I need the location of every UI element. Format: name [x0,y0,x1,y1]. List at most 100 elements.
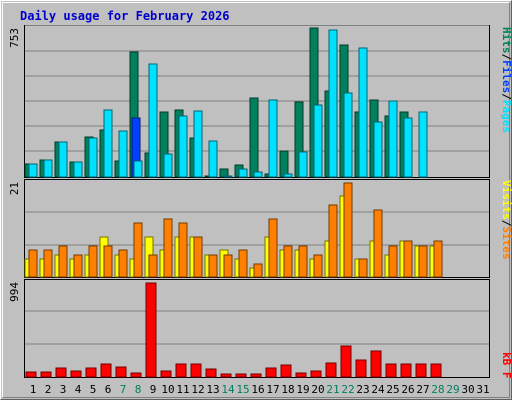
legend-pages: Pages [500,100,512,133]
kbf-bar [70,370,82,378]
visits-bar [178,222,188,278]
kbf-bar [100,363,112,378]
kbf-max-label: 994 [8,282,21,302]
kbf-bar [415,363,427,378]
visits-bar [28,249,38,278]
pages-bar [88,137,98,178]
kbf-bar [160,370,172,378]
pages-bar [163,153,173,178]
pages-bar [268,99,278,178]
visits-bar [88,245,98,278]
visits-bar [163,218,173,278]
legend-separator: / [500,54,512,61]
visits-bar [103,245,113,278]
pages-bar [118,130,128,178]
day-label: 18 [281,383,294,396]
kbf-bar [430,363,442,378]
visits-legend: Visits/Sites [500,180,512,260]
kbf-bar [280,364,292,378]
visits-bar [358,258,368,278]
pages-bar [418,111,428,178]
pages-bar [148,63,158,178]
kbf-bar [265,367,277,378]
pages-bar [388,100,398,178]
legend-hits: Hits [500,27,512,54]
day-label: 3 [60,383,67,396]
visits-bar [253,263,263,278]
visits-bar [313,254,323,278]
kbf-bar [220,373,232,378]
day-label: 29 [446,383,459,396]
kbf-bar [205,368,217,378]
day-label: 12 [191,383,204,396]
day-label: 30 [461,383,474,396]
frame-inner-shadow [2,2,510,398]
legend-separator: / [500,93,512,100]
kbf-bar [400,363,412,378]
pages-bar [28,163,38,178]
hits-bar [249,97,259,178]
pages-bar [178,115,188,178]
day-label: 9 [150,383,157,396]
visits-bar [43,249,53,278]
hits-legend: Hits/Files/Pages [500,27,512,133]
visits-bar [133,222,143,278]
pages-bar [73,161,83,178]
day-label: 27 [416,383,429,396]
legend-separator: / [500,220,512,227]
kbf-bar [85,367,97,378]
day-label: 24 [371,383,385,396]
day-label: 11 [176,383,189,396]
frame-inner-highlight [2,2,510,398]
day-label: 22 [341,383,354,396]
pages-bar [328,29,338,178]
pages-bar [43,159,53,178]
kbf-bar [145,282,157,378]
day-label: 19 [296,383,309,396]
day-axis-labels: 1 2 3 4 5 6 7 8 9 10 11 12 13 14 15 16 17 18 19 20 21 22 23 24 2… [30,383,490,396]
legend-files: Files [500,60,512,93]
pages-bar [343,92,353,178]
legend-sites: Sites [500,226,512,259]
day-label: 8 [135,383,142,396]
visits-bar [418,245,428,278]
kbf-panel-frame [24,279,490,378]
visits-bar [238,249,248,278]
pages-bar [223,175,233,178]
kbf-bar [310,370,322,378]
day-label: 2 [45,383,52,396]
visits-bar [223,254,233,278]
pages-bar [373,121,383,178]
kbf-bar [250,373,262,378]
kbf-bar [40,371,52,378]
visits-bar [328,204,338,278]
day-label: 21 [326,383,339,396]
visits-bar [208,254,218,278]
visits-bars [24,182,443,278]
kbf-bar [190,363,202,378]
day-label: 28 [431,383,444,396]
day-label: 4 [75,383,82,396]
pages-bar [58,141,68,178]
kbf-bars [25,282,442,378]
visits-bar [148,254,158,278]
visits-bar [118,249,128,278]
visits-bar [388,245,398,278]
hits-panel: 753 Hits/Files/Pages [8,25,512,178]
kbf-bar [175,363,187,378]
kbf-bar [370,350,382,378]
day-label: 31 [476,383,489,396]
pages-bar [403,117,413,178]
pages-bar [193,110,203,178]
legend-visits: Visits [500,180,512,220]
pages-bar [253,171,263,178]
visits-bar [193,236,203,278]
day-label: 13 [206,383,219,396]
legend-kbf: kB F [500,352,512,379]
hits-bar [279,150,289,178]
pages-bar [283,173,293,178]
visits-bar [73,254,83,278]
pages-bar [133,160,143,178]
